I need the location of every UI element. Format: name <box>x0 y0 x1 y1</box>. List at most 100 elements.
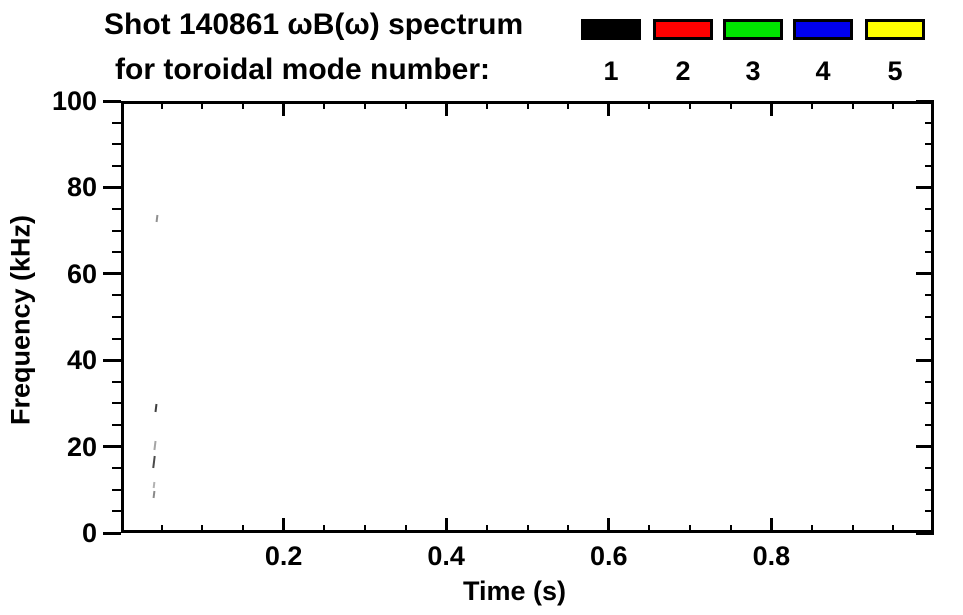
y-major-tick-left <box>103 445 121 449</box>
x-minor-tick-bottom <box>729 525 732 533</box>
x-minor-tick-top <box>404 101 407 109</box>
y-minor-tick-left <box>112 208 121 210</box>
y-minor-tick-right <box>925 380 934 383</box>
y-tick-label: 100 <box>51 86 97 116</box>
y-major-tick-right <box>916 185 934 189</box>
x-major-tick-bottom <box>444 518 448 533</box>
x-tick-label: 0.6 <box>590 541 628 571</box>
y-minor-tick-left <box>112 229 121 232</box>
x-major-tick-top <box>607 101 611 116</box>
y-major-tick-right <box>916 531 934 535</box>
legend-swatch-4 <box>793 19 853 40</box>
legend-label-5: 5 <box>887 56 903 86</box>
x-minor-tick-top <box>323 101 326 109</box>
y-minor-tick-left <box>112 251 121 254</box>
legend-swatch-3 <box>723 19 783 40</box>
x-minor-tick-bottom <box>201 525 204 533</box>
y-minor-tick-left <box>112 467 121 470</box>
y-minor-tick-right <box>925 337 934 340</box>
x-minor-tick-bottom <box>485 525 488 533</box>
y-minor-tick-left <box>112 164 121 167</box>
y-major-tick-left <box>103 531 121 535</box>
chart-title-line2: for toroidal mode number: <box>115 53 490 86</box>
x-minor-tick-top <box>689 101 692 109</box>
y-minor-tick-right <box>925 143 934 146</box>
x-minor-tick-bottom <box>363 525 366 533</box>
x-minor-tick-top <box>811 101 814 109</box>
x-major-tick-top <box>769 101 773 116</box>
y-tick-label: 20 <box>66 431 97 462</box>
x-minor-tick-bottom <box>526 525 529 533</box>
x-minor-tick-bottom <box>567 525 570 533</box>
legend-label-1: 1 <box>603 56 619 86</box>
y-minor-tick-right <box>925 467 934 470</box>
y-minor-tick-right <box>925 424 934 426</box>
data-point-n1 <box>152 482 155 490</box>
x-minor-tick-bottom <box>811 525 814 533</box>
x-minor-tick-bottom <box>160 525 163 533</box>
y-minor-tick-right <box>925 164 934 167</box>
x-major-tick-bottom <box>607 518 611 533</box>
x-minor-tick-bottom <box>323 525 326 533</box>
y-minor-tick-left <box>112 294 121 297</box>
x-minor-tick-top <box>160 101 163 109</box>
y-minor-tick-left <box>112 337 121 340</box>
y-axis-title: Frequency (kHz) <box>5 214 36 426</box>
chart-title-line1: Shot 140861 ωB(ω) spectrum <box>104 8 524 41</box>
x-minor-tick-top <box>892 101 895 109</box>
y-minor-tick-left <box>112 510 121 513</box>
legend-label-4: 4 <box>815 56 831 86</box>
x-major-tick-bottom <box>282 518 286 533</box>
y-major-tick-right <box>916 99 934 103</box>
x-tick-label: 0.4 <box>427 541 465 571</box>
x-major-tick-top <box>282 101 286 116</box>
y-tick-label: 40 <box>66 345 97 376</box>
y-minor-tick-right <box>925 316 934 318</box>
y-major-tick-right <box>916 272 934 276</box>
x-minor-tick-top <box>729 101 732 109</box>
x-minor-tick-top <box>851 101 854 109</box>
y-minor-tick-left <box>112 380 121 383</box>
x-minor-tick-top <box>241 101 244 109</box>
y-minor-tick-right <box>925 488 934 491</box>
x-minor-tick-top <box>567 101 570 109</box>
x-minor-tick-top <box>526 101 529 109</box>
y-tick-label: 60 <box>66 258 97 289</box>
y-tick-label: 80 <box>66 172 97 203</box>
y-minor-tick-right <box>925 402 934 405</box>
y-minor-tick-right <box>925 208 934 210</box>
x-minor-tick-top <box>201 101 204 109</box>
x-minor-tick-bottom <box>648 525 651 533</box>
x-tick-label: 0.8 <box>752 541 791 571</box>
y-major-tick-left <box>103 99 121 103</box>
plot-frame <box>121 101 934 533</box>
legend-swatch-2 <box>653 19 713 40</box>
x-minor-tick-bottom <box>404 525 407 533</box>
x-minor-tick-bottom <box>892 525 895 533</box>
y-minor-tick-left <box>112 121 121 124</box>
y-minor-tick-left <box>112 402 121 405</box>
legend-swatch-1 <box>581 19 641 40</box>
x-minor-tick-bottom <box>689 525 692 533</box>
legend-label-3: 3 <box>745 56 761 86</box>
y-minor-tick-left <box>112 488 121 491</box>
y-major-tick-right <box>916 445 934 449</box>
y-minor-tick-right <box>925 294 934 297</box>
y-major-tick-left <box>103 358 121 362</box>
x-axis-title: Time (s) <box>463 576 567 606</box>
y-tick-label: 0 <box>81 518 97 548</box>
y-major-tick-right <box>916 358 934 362</box>
x-minor-tick-top <box>363 101 366 109</box>
x-tick-label: 0.2 <box>264 541 303 571</box>
y-major-tick-left <box>103 185 121 189</box>
y-minor-tick-left <box>112 424 121 426</box>
x-minor-tick-bottom <box>851 525 854 533</box>
y-minor-tick-right <box>925 510 934 513</box>
y-minor-tick-right <box>925 229 934 232</box>
legend-label-2: 2 <box>675 56 691 86</box>
y-minor-tick-right <box>925 251 934 254</box>
x-minor-tick-top <box>485 101 488 109</box>
x-major-tick-bottom <box>769 518 773 533</box>
x-major-tick-top <box>444 101 448 116</box>
